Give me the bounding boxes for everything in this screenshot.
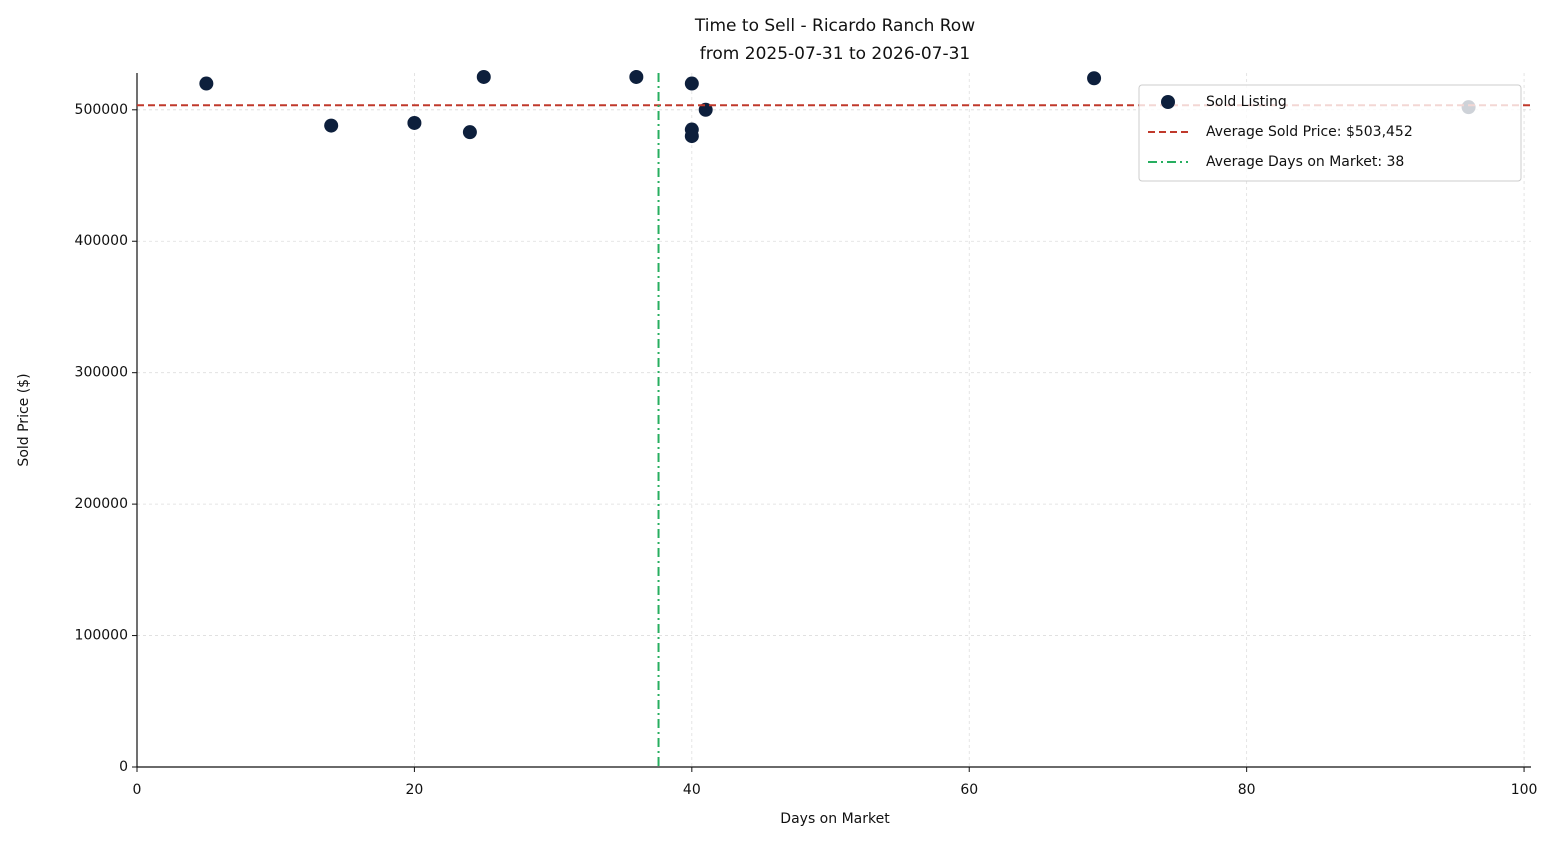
x-axis-label: Days on Market	[780, 811, 890, 827]
x-tick-label: 0	[133, 782, 142, 798]
y-tick-label: 400000	[75, 233, 128, 249]
legend-box	[1138, 84, 1522, 182]
point	[629, 69, 644, 84]
legend: Sold Listing Average Sold Price: $503,452…	[1138, 84, 1522, 182]
x-tick-label: 40	[683, 782, 701, 798]
y-axis-label: Sold Price ($)	[16, 373, 32, 466]
point	[324, 118, 339, 133]
point	[199, 76, 214, 91]
x-tick-label: 80	[1238, 782, 1256, 798]
x-tick-label: 100	[1511, 782, 1538, 798]
legend-label: Average Sold Price: $503,452	[1206, 124, 1413, 140]
y-tick-label: 300000	[75, 365, 128, 381]
point	[684, 129, 699, 144]
y-tick-label: 200000	[75, 496, 128, 512]
point	[684, 76, 699, 91]
x-tick-label: 60	[960, 782, 978, 798]
chart-title: Time to Sell - Ricardo Ranch Row	[694, 16, 975, 36]
point	[698, 102, 713, 117]
point	[407, 115, 422, 130]
y-tick-label: 100000	[75, 628, 128, 644]
point	[462, 125, 477, 140]
point	[476, 69, 491, 84]
y-tick-label: 500000	[75, 102, 128, 118]
point	[1087, 71, 1102, 86]
legend-marker	[1161, 95, 1175, 109]
x-tick-label: 20	[405, 782, 423, 798]
chart-subtitle: from 2025-07-31 to 2026-07-31	[700, 44, 970, 64]
legend-label: Average Days on Market: 38	[1206, 154, 1404, 170]
legend-label: Sold Listing	[1206, 94, 1287, 110]
y-tick-label: 0	[119, 759, 128, 775]
